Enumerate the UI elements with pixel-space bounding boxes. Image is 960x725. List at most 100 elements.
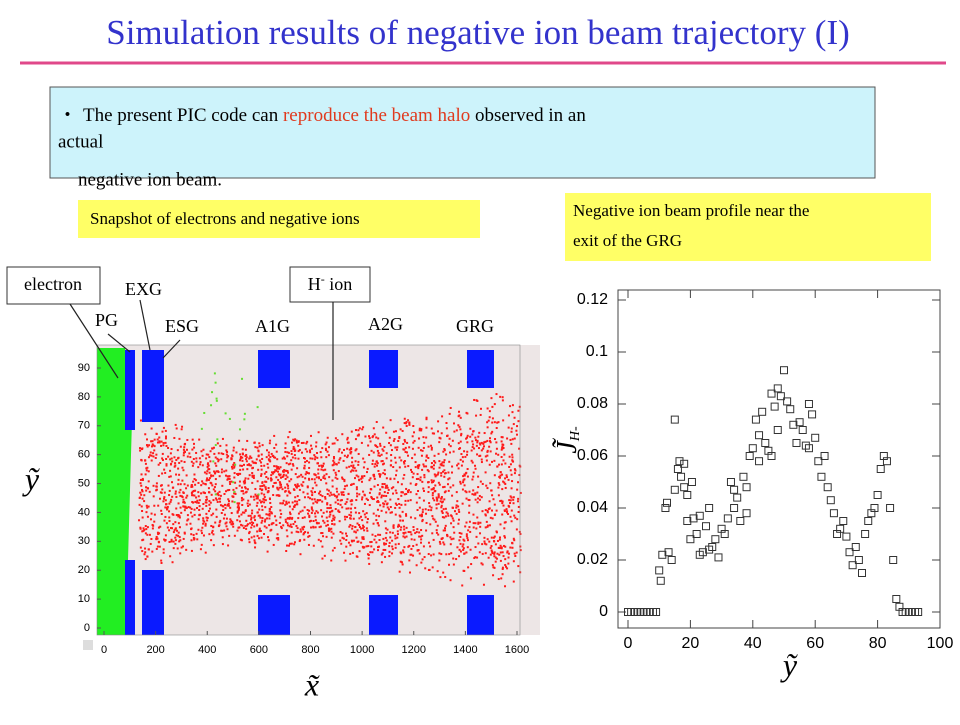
ion-particle [394,489,397,492]
ion-particle [208,468,211,471]
ion-particle [443,491,446,494]
ion-particle [146,466,149,469]
ion-particle [268,497,271,500]
ion-particle [162,444,165,447]
ion-particle [309,457,312,460]
ion-particle [385,539,388,542]
ion-particle [470,563,473,566]
ion-particle [149,518,152,521]
ion-particle [205,495,208,498]
ion-particle [408,423,411,426]
ion-particle [279,483,282,486]
ion-particle [491,552,494,555]
ion-particle [217,452,220,455]
ion-particle [346,456,349,459]
ion-particle [338,458,341,461]
ion-particle [504,477,507,480]
ion-particle [317,472,320,475]
data-point [776,392,785,401]
ion-particle [321,515,324,518]
ion-particle [287,451,290,454]
ion-particle [349,544,352,547]
ion-particle [248,464,251,467]
ion-particle [268,524,271,527]
ion-particle [512,423,515,426]
ion-particle [315,484,318,487]
ion-particle [290,531,293,534]
ion-particle [400,503,403,506]
ion-particle [509,463,512,466]
ion-particle [300,441,303,444]
ion-particle [423,465,426,468]
ion-particle [253,498,256,501]
ion-particle [221,543,224,546]
data-point [826,496,835,505]
ion-particle [489,437,492,440]
ion-particle [503,453,506,456]
data-point [829,509,838,518]
ion-particle [362,524,365,527]
ion-particle [284,490,287,493]
ion-particle [331,485,334,488]
ion-particle [506,511,509,514]
ion-particle [231,467,234,470]
ion-particle [287,436,290,439]
ion-particle [412,441,415,444]
ion-particle [501,488,504,491]
ion-particle [311,491,314,494]
ion-particle [258,442,261,445]
ion-particle [399,515,402,518]
ion-particle [259,487,262,490]
ion-particle [378,492,381,495]
ion-particle [245,453,248,456]
ion-particle [330,527,333,530]
data-point [783,397,792,406]
ion-particle [486,454,489,457]
ion-particle [336,499,339,502]
ion-particle [238,484,241,487]
ion-particle [432,487,435,490]
ion-particle [182,469,185,472]
electrode [369,595,398,635]
ion-particle [504,585,507,588]
x-axis-label: ỹ [780,646,798,682]
grid-name: ESG [165,316,199,336]
ion-particle [323,554,326,557]
ion-particle [326,450,329,453]
ion-particle [192,480,195,483]
ion-particle [150,440,153,443]
y-tick-label: 0.06 [577,447,608,464]
ion-particle [408,421,411,424]
ion-particle [450,552,453,555]
bullet-text: actual [58,131,103,152]
ion-particle [460,532,463,535]
ion-particle [369,440,372,443]
ion-particle [217,470,220,473]
ion-particle [189,511,192,514]
ion-particle [414,517,417,520]
ion-particle [515,551,518,554]
ion-particle [425,455,428,458]
ion-particle [260,474,263,477]
ion-particle [378,473,381,476]
ion-particle [197,481,200,484]
y-tick-label: 0.12 [577,291,608,308]
ion-particle [199,463,202,466]
ion-particle [495,557,498,560]
ion-particle [403,536,406,539]
ion-particle [265,526,268,529]
ion-particle [239,453,242,456]
ion-particle [327,527,330,530]
electron-particle [256,406,259,409]
ion-particle [394,513,397,516]
ion-particle [146,515,149,518]
ion-particle [339,531,342,534]
ion-particle [225,453,228,456]
ion-particle [278,474,281,477]
ion-particle [400,561,403,564]
ion-particle [434,461,437,464]
ion-particle [442,486,445,489]
ion-particle [493,403,496,406]
ion-particle [282,470,285,473]
ion-particle [174,490,177,493]
